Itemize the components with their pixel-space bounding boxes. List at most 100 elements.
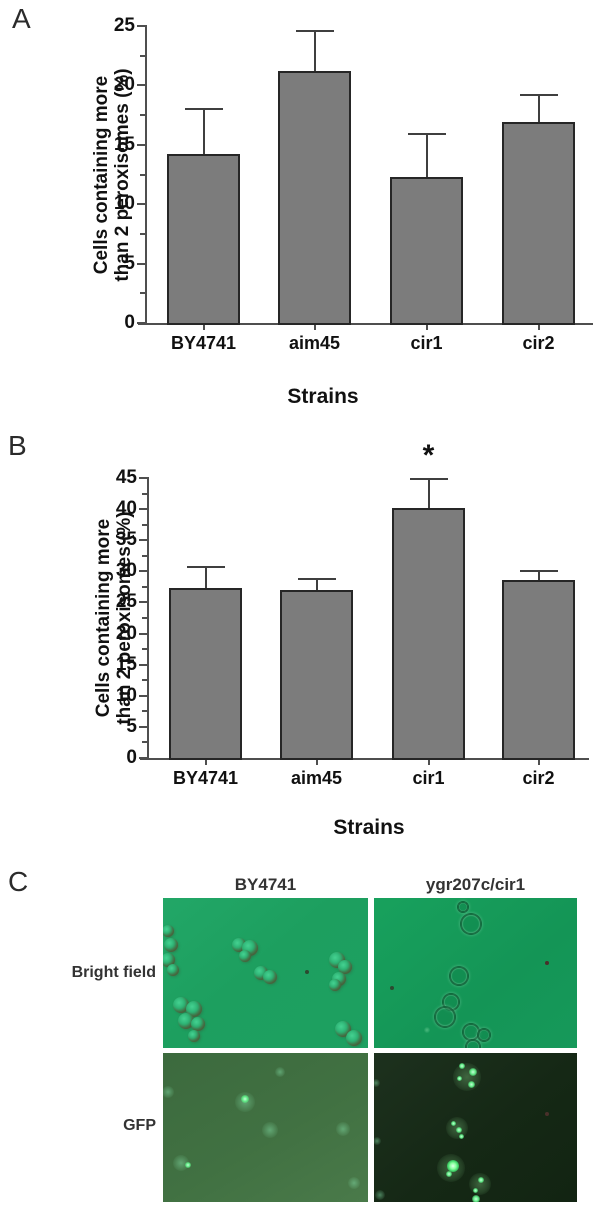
- error-bar-line: [537, 570, 540, 581]
- yeast-cell-glow: [374, 1078, 381, 1087]
- y-tick-label: 5: [126, 715, 137, 737]
- x-category-tick: [425, 325, 428, 330]
- y-major-tick: [139, 663, 147, 666]
- x-category-label: aim45: [290, 768, 343, 788]
- y-minor-tick: [142, 648, 147, 651]
- yeast-cell-blob: [167, 964, 180, 976]
- y-major-tick: [137, 262, 145, 265]
- y-minor-tick: [142, 585, 147, 588]
- significance-asterisk: *: [422, 438, 435, 472]
- y-tick-label: 35: [115, 529, 137, 551]
- x-axis: [138, 323, 593, 325]
- yeast-cell-speck-red: [544, 1112, 549, 1117]
- y-minor-tick: [140, 54, 145, 57]
- yeast-cell-blob: [164, 937, 179, 952]
- yeast-cell-glow: [375, 1189, 386, 1200]
- yeast-cell-ring: [460, 912, 483, 935]
- y-minor-tick: [140, 173, 145, 176]
- error-bar-cap: [409, 477, 448, 480]
- micrograph-grid: [163, 898, 577, 1202]
- y-tick-label: 40: [115, 498, 137, 520]
- yeast-cell-glow: [261, 1122, 278, 1139]
- y-major-tick: [139, 757, 147, 759]
- y-major-tick: [139, 477, 147, 479]
- bar-aim45: [280, 590, 353, 760]
- yeast-cell-dot-big: [447, 1160, 460, 1173]
- yeast-cell-dot: [241, 1095, 249, 1104]
- yeast-cell-dot: [456, 1127, 463, 1134]
- bar-BY4741: [167, 154, 240, 325]
- y-tick-label: 25: [115, 591, 137, 613]
- yeast-cell-dot: [467, 1080, 475, 1088]
- yeast-cell-dot: [471, 1195, 480, 1202]
- yeast-cell-dot: [446, 1170, 453, 1177]
- y-major-tick: [137, 25, 145, 27]
- yeast-cell-dot: [477, 1177, 484, 1184]
- panel-b-bar-chart: 0 5 10 15 20 25 30 35 40 45 BY4741 aim45 cir1 * cir2 St…: [0, 420, 600, 870]
- y-major-tick: [137, 143, 145, 146]
- y-minor-tick: [142, 679, 147, 682]
- error-bar-cap: [519, 569, 558, 572]
- y-minor-tick: [142, 554, 147, 557]
- y-tick-label: 20: [113, 74, 135, 96]
- yeast-cell-glow: [423, 1027, 430, 1033]
- x-category-tick: [315, 760, 318, 765]
- error-bar-line: [537, 94, 540, 123]
- bar-aim45: [278, 71, 351, 325]
- bar-cir1: [392, 507, 465, 760]
- y-axis-title: Cells containing more than 2 peroxisomes…: [93, 511, 135, 725]
- micrograph-brightfield-ygr207c-cir1: [374, 898, 577, 1048]
- x-category-tick: [427, 760, 430, 765]
- error-bar-cap: [184, 108, 223, 111]
- bar-cir2: [502, 580, 575, 760]
- error-bar-line: [425, 134, 428, 177]
- y-major-tick: [139, 570, 147, 573]
- y-minor-tick: [140, 114, 145, 117]
- x-category-label: cir2: [522, 768, 555, 788]
- x-category-label: BY4741: [170, 333, 237, 353]
- y-tick-label: 20: [115, 622, 137, 644]
- error-bar-cap: [186, 565, 225, 568]
- y-major-tick: [137, 203, 145, 206]
- yeast-cell-blob: [338, 960, 353, 974]
- yeast-cell-speck: [390, 986, 395, 990]
- error-bar-line: [204, 566, 207, 588]
- error-bar-line: [427, 478, 430, 508]
- y-axis-title: Cells containing more than 2 peroxisomes…: [91, 67, 133, 282]
- y-tick-label: 10: [115, 684, 137, 706]
- yeast-cell-ring: [449, 966, 470, 986]
- bar-BY4741: [169, 587, 242, 760]
- x-axis-title: Strains: [287, 385, 359, 408]
- yeast-cell-dot: [456, 1075, 462, 1081]
- yeast-cell-dot: [473, 1187, 478, 1193]
- yeast-cell-glow: [336, 1121, 351, 1136]
- yeast-cell-blob: [173, 996, 190, 1013]
- yeast-cell-blob: [345, 1029, 362, 1046]
- error-bar-line: [313, 30, 316, 72]
- y-tick-label: 45: [115, 467, 137, 488]
- y-tick-label: 0: [126, 747, 137, 768]
- y-minor-tick: [142, 617, 147, 619]
- x-category-label: BY4741: [172, 768, 239, 788]
- row-label-bright-field: Bright field: [71, 964, 156, 981]
- yeast-cell-blob: [239, 950, 251, 963]
- panel-a-letter: A: [12, 3, 31, 34]
- panel-c-micrographs: BY4741 ygr207c/cir1 Bright field GFP: [0, 840, 600, 1206]
- error-bar-line: [315, 578, 318, 590]
- y-major-tick: [139, 694, 147, 697]
- y-major-tick: [139, 539, 147, 542]
- yeast-cell-dot: [450, 1120, 456, 1126]
- y-major-tick: [139, 725, 147, 728]
- micrograph-gfp-ygr207c-cir1: [374, 1053, 577, 1202]
- yeast-cell-blob: [187, 1030, 200, 1042]
- yeast-cell-blob: [262, 970, 277, 985]
- yeast-cell-blob: [177, 1013, 194, 1029]
- panel-b-letter: B: [8, 430, 27, 461]
- yeast-cell-ring: [465, 1038, 482, 1048]
- y-tick-label: 0: [124, 312, 135, 333]
- yeast-cell-blob: [163, 952, 175, 967]
- panel-a-bar-chart: 0 5 10 15 20 25 BY4741 aim45 cir1 cir2 Strains Cell…: [0, 0, 600, 420]
- y-major-tick: [139, 632, 147, 635]
- y-axis: [147, 477, 149, 759]
- y-tick-label: 25: [113, 15, 135, 36]
